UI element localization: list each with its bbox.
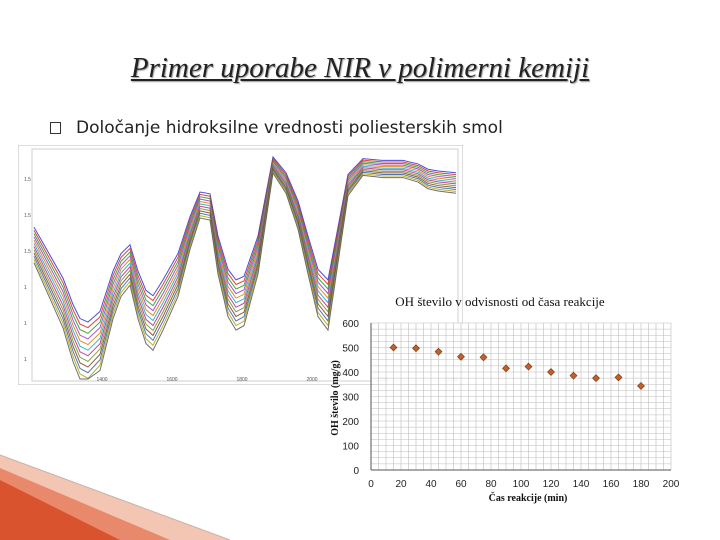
- y-tick-label: 0: [353, 466, 359, 477]
- spectrum-line: [33, 157, 457, 329]
- data-point: [592, 374, 600, 383]
- x-tick-label: 40: [425, 479, 437, 490]
- spectrum-line: [33, 170, 457, 379]
- x-tick-label: 0: [368, 479, 374, 490]
- y-tick-label: 500: [342, 344, 359, 355]
- data-point: [434, 347, 443, 356]
- spectra-lines: [33, 155, 457, 380]
- spectra-y-tick-label: 1: [24, 357, 27, 363]
- x-tick-label: 100: [513, 479, 530, 490]
- data-point: [479, 353, 488, 362]
- y-tick-label: 100: [342, 442, 359, 453]
- x-tick-label: 80: [485, 479, 497, 490]
- spectra-x-tick-label: 1400: [96, 377, 107, 383]
- data-point: [547, 368, 555, 376]
- spectrum-line: [33, 158, 457, 334]
- x-tick-label: 60: [455, 479, 467, 490]
- spectrum-line: [33, 161, 457, 346]
- spectrum-line: [33, 168, 457, 374]
- x-tick-label: 160: [603, 479, 620, 490]
- y-tick-label: 600: [342, 319, 359, 330]
- spectra-y-tick-labels: 1.5 1.5 1.5 1 1 1: [24, 177, 31, 363]
- spectrum-line: [33, 155, 457, 323]
- bullet-square-icon: [50, 122, 61, 134]
- chart-axes: [370, 323, 671, 471]
- spectra-y-tick-label: 1.5: [24, 249, 31, 255]
- spectrum-line: [33, 171, 457, 380]
- spectra-x-tick-label: 2000: [306, 377, 317, 383]
- spectrum-line: [33, 167, 457, 368]
- data-point: [569, 371, 578, 380]
- spectra-y-tick-label: 1: [24, 285, 27, 291]
- slide-title: Primer uporabe NIR v polimerni kemiji: [130, 52, 590, 84]
- bullet-text: Določanje hidroksilne vrednosti polieste…: [76, 118, 503, 138]
- spectrum-line: [33, 160, 457, 340]
- data-point: [502, 364, 510, 373]
- spectrum-line: [33, 165, 457, 363]
- spectra-y-tick-label: 1.5: [24, 213, 31, 219]
- x-tick-labels: 0 20 40 60 80 100 120 140 160 180 200: [368, 479, 680, 490]
- chart-title: OH število v odvisnosti od časa reakcije: [395, 294, 605, 309]
- spectra-y-tick-label: 1.5: [24, 177, 31, 183]
- y-axis-label: OH število (mg/g): [330, 360, 341, 436]
- data-point: [637, 382, 645, 390]
- bullet-item: Določanje hidroksilne vrednosti polieste…: [50, 118, 503, 138]
- y-tick-label: 400: [342, 368, 359, 379]
- x-tick-label: 140: [573, 479, 590, 490]
- spectra-x-tick-label: 1800: [236, 377, 247, 383]
- spectra-y-tick-label: 1: [24, 321, 27, 327]
- y-tick-labels: 0 100 200 300 400 500 600: [342, 319, 359, 477]
- x-tick-label: 180: [633, 479, 650, 490]
- oh-number-chart: OH število v odvisnosti od časa reakcije…: [330, 294, 680, 504]
- x-axis-label: Čas reakcije (min): [489, 491, 568, 504]
- data-point: [524, 362, 533, 371]
- spectrum-line: [33, 164, 457, 357]
- y-tick-label: 200: [342, 417, 359, 428]
- spectra-x-tick-label: 1600: [166, 377, 177, 383]
- chart-gridlines: [370, 322, 672, 471]
- data-point: [614, 373, 623, 382]
- data-point: [389, 343, 398, 352]
- x-tick-label: 120: [543, 479, 560, 490]
- spectrum-line: [33, 163, 457, 351]
- x-tick-label: 20: [395, 479, 407, 490]
- data-point: [412, 344, 420, 353]
- data-point: [457, 352, 465, 361]
- x-tick-label: 200: [663, 479, 680, 490]
- y-tick-label: 300: [342, 393, 359, 404]
- data-points: [389, 343, 645, 390]
